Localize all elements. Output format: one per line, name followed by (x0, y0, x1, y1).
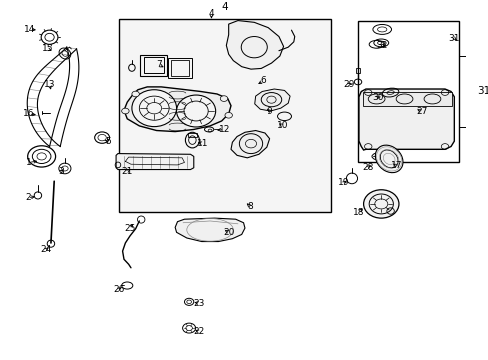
Text: 25: 25 (124, 224, 136, 233)
Ellipse shape (220, 96, 227, 102)
Text: 23: 23 (193, 299, 204, 308)
Text: 30: 30 (371, 93, 383, 102)
Bar (119, 19, 330, 212)
Ellipse shape (224, 112, 232, 118)
Bar (143, 58, 163, 73)
Text: 20: 20 (223, 228, 234, 237)
Text: 31: 31 (447, 34, 459, 43)
Text: 1: 1 (26, 158, 31, 167)
Bar (357, 21, 459, 162)
Polygon shape (254, 89, 289, 111)
Text: 10: 10 (277, 121, 288, 130)
Polygon shape (230, 131, 269, 158)
Polygon shape (124, 87, 230, 132)
Bar (171, 60, 189, 76)
Text: 31: 31 (476, 86, 488, 96)
Polygon shape (358, 89, 453, 150)
Ellipse shape (132, 90, 176, 127)
Ellipse shape (363, 190, 398, 218)
Text: 12: 12 (218, 125, 230, 134)
Text: 19: 19 (338, 178, 349, 187)
Text: 7: 7 (156, 60, 162, 69)
Bar (188, 133, 196, 136)
Bar (140, 55, 167, 76)
Bar (355, 68, 360, 73)
Text: 14: 14 (24, 25, 35, 34)
Text: 17: 17 (390, 162, 402, 171)
Text: 16: 16 (23, 109, 34, 118)
Bar (168, 58, 192, 78)
Text: 26: 26 (113, 284, 124, 293)
Text: 22: 22 (193, 327, 204, 336)
Text: 18: 18 (352, 208, 364, 217)
Bar (362, 92, 451, 106)
Polygon shape (116, 154, 193, 170)
Text: 5: 5 (104, 137, 110, 146)
Text: 27: 27 (415, 107, 427, 116)
Text: 4: 4 (222, 3, 228, 12)
Text: 24: 24 (41, 245, 52, 254)
Ellipse shape (375, 145, 402, 173)
Text: 3: 3 (58, 167, 64, 176)
Text: 32: 32 (376, 41, 387, 50)
Ellipse shape (122, 108, 129, 114)
Text: 11: 11 (197, 139, 208, 148)
Text: 6: 6 (260, 76, 266, 85)
Text: 29: 29 (342, 80, 354, 89)
Text: 4: 4 (208, 9, 214, 18)
Polygon shape (226, 21, 283, 69)
Text: 21: 21 (122, 167, 133, 176)
Text: 2: 2 (25, 193, 30, 202)
Text: 13: 13 (44, 80, 55, 89)
Ellipse shape (176, 95, 215, 127)
Polygon shape (175, 218, 244, 242)
Text: 28: 28 (362, 163, 373, 172)
Text: 9: 9 (266, 107, 272, 116)
Ellipse shape (132, 91, 139, 97)
Text: 8: 8 (247, 202, 253, 211)
Text: 15: 15 (41, 44, 53, 53)
